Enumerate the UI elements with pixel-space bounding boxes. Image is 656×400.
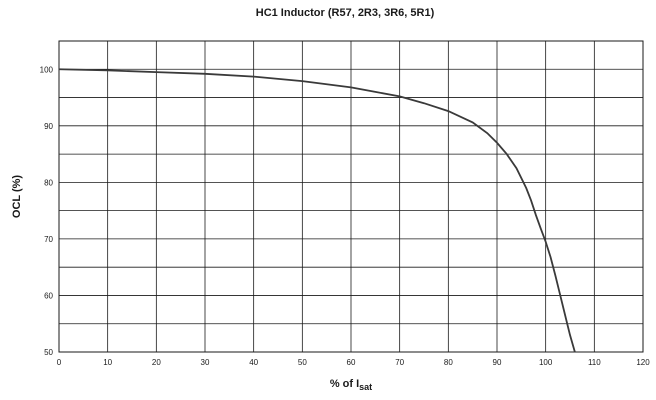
x-axis-label: % of Isat: [330, 378, 372, 392]
y-tick-labels: 50 60 70 80 90 100: [40, 65, 54, 357]
y-tick-label: 100: [40, 65, 54, 74]
x-axis-label-subscript: sat: [359, 382, 372, 392]
y-tick-label: 70: [44, 235, 53, 244]
x-tick-label: 100: [539, 358, 553, 367]
x-tick-label: 50: [298, 358, 307, 367]
y-tick-label: 80: [44, 178, 53, 187]
y-axis-label: OCL (%): [11, 175, 23, 219]
x-axis-label-main: % of I: [330, 378, 359, 390]
x-tick-label: 20: [152, 358, 161, 367]
x-tick-label: 60: [347, 358, 356, 367]
x-tick-label: 70: [395, 358, 404, 367]
x-tick-label: 30: [201, 358, 210, 367]
x-tick-label: 120: [636, 358, 650, 367]
x-tick-label: 80: [444, 358, 453, 367]
y-tick-label: 60: [44, 291, 53, 300]
x-tick-label: 110: [588, 358, 601, 367]
x-tick-labels: 0 10 20 30 40 50 60 70 80 90 100 110 120: [57, 358, 650, 367]
ocl-curve: [58, 68, 576, 353]
chart-title: HC1 Inductor (R57, 2R3, 3R6, 5R1): [256, 7, 435, 19]
y-tick-label: 50: [44, 348, 53, 357]
x-tick-label: 10: [103, 358, 112, 367]
y-tick-label: 90: [44, 122, 53, 131]
plot-frame: [58, 40, 644, 353]
x-tick-label: 40: [249, 358, 258, 367]
grid-lines: [59, 41, 643, 352]
x-tick-label: 90: [493, 358, 502, 367]
x-tick-label: 0: [57, 358, 62, 367]
